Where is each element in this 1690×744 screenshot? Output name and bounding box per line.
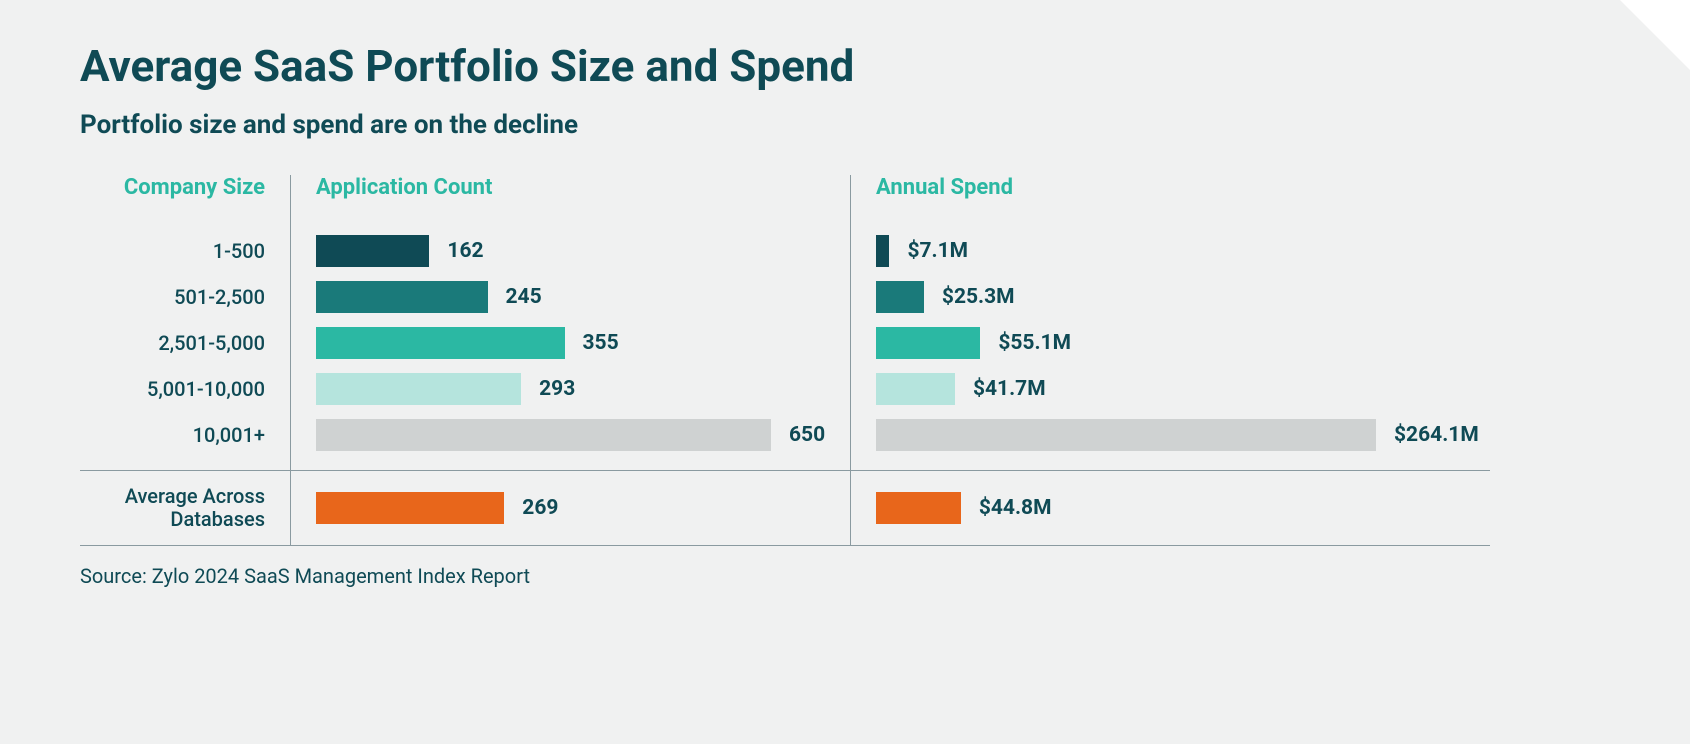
annual-spend-value: $41.7M [973, 377, 1046, 401]
chart-title: Average SaaS Portfolio Size and Spend [80, 40, 1610, 92]
annual-spend-bar [876, 281, 924, 313]
chart-row-cell: $264.1M [850, 412, 1490, 458]
company-size-label: 5,001-10,000 [80, 366, 290, 412]
column-header-company-size: Company Size [80, 175, 290, 228]
corner-cut-decoration [1620, 0, 1690, 70]
bar-chart: Company SizeApplication CountAnnual Spen… [80, 175, 1610, 546]
source-text: Source: Zylo 2024 SaaS Management Index … [80, 564, 1610, 588]
app-count-value: 245 [506, 285, 542, 309]
app-count-bar [316, 419, 771, 451]
column-header-annual-spend: Annual Spend [850, 175, 1490, 228]
annual-spend-bar [876, 327, 980, 359]
divider [80, 545, 290, 546]
chart-row-cell: 162 [290, 228, 850, 274]
avg-annual-spend-value: $44.8M [979, 496, 1052, 520]
app-count-value: 293 [539, 377, 575, 401]
annual-spend-value: $264.1M [1394, 423, 1479, 447]
chart-row-cell: $44.8M [850, 471, 1490, 545]
divider [850, 545, 1490, 546]
spacer [80, 458, 290, 470]
chart-row-cell: $41.7M [850, 366, 1490, 412]
annual-spend-bar [876, 235, 889, 267]
average-label: Average AcrossDatabases [80, 471, 290, 545]
chart-row-cell: $25.3M [850, 274, 1490, 320]
app-count-bar [316, 235, 429, 267]
chart-row-cell: $7.1M [850, 228, 1490, 274]
chart-row-cell: 650 [290, 412, 850, 458]
spacer [850, 458, 1490, 470]
app-count-value: 162 [447, 239, 483, 263]
annual-spend-value: $55.1M [998, 331, 1071, 355]
chart-row-cell: 245 [290, 274, 850, 320]
divider [290, 545, 850, 546]
annual-spend-bar [876, 373, 955, 405]
chart-subtitle: Portfolio size and spend are on the decl… [80, 110, 1610, 140]
avg-app-count-bar [316, 492, 504, 524]
chart-row-cell: 269 [290, 471, 850, 545]
company-size-label: 2,501-5,000 [80, 320, 290, 366]
company-size-label: 1-500 [80, 228, 290, 274]
app-count-bar [316, 373, 521, 405]
column-header-app-count: Application Count [290, 175, 850, 228]
avg-app-count-value: 269 [522, 496, 558, 520]
annual-spend-bar [876, 419, 1376, 451]
app-count-bar [316, 281, 488, 313]
annual-spend-value: $25.3M [942, 285, 1015, 309]
avg-annual-spend-bar [876, 492, 961, 524]
annual-spend-value: $7.1M [907, 239, 968, 263]
chart-row-cell: 355 [290, 320, 850, 366]
company-size-label: 501-2,500 [80, 274, 290, 320]
app-count-value: 355 [583, 331, 619, 355]
company-size-label: 10,001+ [80, 412, 290, 458]
chart-row-cell: 293 [290, 366, 850, 412]
chart-row-cell: $55.1M [850, 320, 1490, 366]
app-count-value: 650 [789, 423, 825, 447]
app-count-bar [316, 327, 565, 359]
spacer [290, 458, 850, 470]
